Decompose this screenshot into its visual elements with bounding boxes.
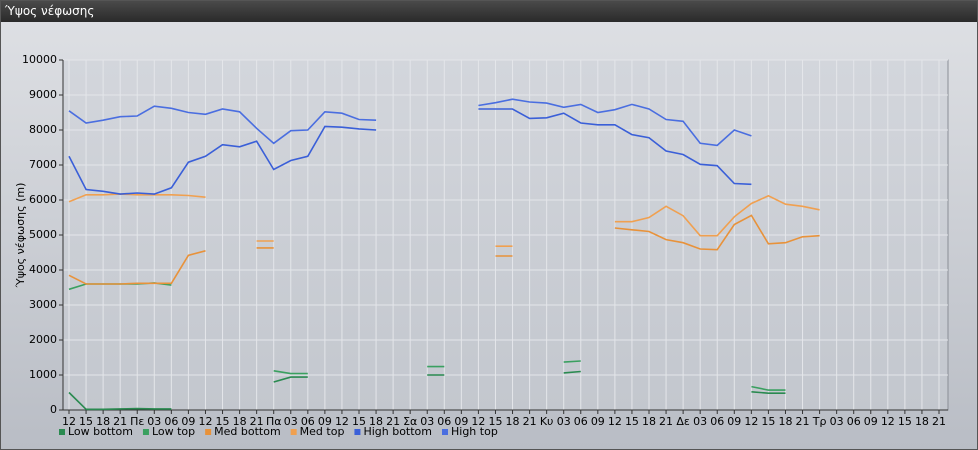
y-tick-label: 4000	[29, 263, 57, 276]
y-tick-label: 9000	[29, 88, 57, 101]
y-tick-label: 6000	[29, 193, 57, 206]
x-tick-label: 09	[454, 415, 468, 428]
x-tick-label: 09	[318, 415, 332, 428]
x-tick-label: 15	[625, 415, 639, 428]
x-tick-label: 18	[915, 415, 929, 428]
legend-swatch	[354, 429, 361, 435]
legend-label: Low top	[152, 425, 195, 438]
x-tick-label: 18	[369, 415, 383, 428]
x-tick-label: 09	[864, 415, 878, 428]
y-tick-label: 8000	[29, 123, 57, 136]
series-line	[68, 108, 752, 195]
x-tick-label: 03	[830, 415, 844, 428]
x-tick-label: 09	[727, 415, 741, 428]
legend-swatch	[205, 429, 212, 435]
y-tick-label: 0	[50, 403, 57, 416]
x-tick-label: 21	[932, 415, 946, 428]
x-tick-label: 09	[181, 415, 195, 428]
legend-swatch	[442, 429, 448, 435]
y-tick-label: 10000	[22, 53, 57, 66]
x-tick-label: 03	[557, 415, 571, 428]
x-tick-label: 15	[761, 415, 775, 428]
x-tick-label: Πε	[130, 415, 144, 428]
x-tick-label: 15	[352, 415, 366, 428]
x-tick-label: Δε	[676, 415, 690, 428]
x-tick-label: 18	[778, 415, 792, 428]
x-tick-label: 09	[591, 415, 605, 428]
series-line	[68, 193, 820, 247]
x-tick-label: 06	[437, 415, 451, 428]
x-tick-label: 06	[574, 415, 588, 428]
window-title: Ύψος νέφωσης	[1, 1, 977, 22]
y-tick-label: 7000	[29, 158, 57, 171]
x-tick-label: 03	[284, 415, 298, 428]
legend-label: Low bottom	[68, 425, 133, 438]
x-tick-label: 03	[147, 415, 161, 428]
y-axis-label: Ύψος νέφωσης (m)	[14, 183, 27, 289]
series-line	[68, 98, 752, 147]
legend-label: High bottom	[363, 425, 432, 438]
legend-swatch	[142, 429, 149, 435]
x-tick-label: 18	[233, 415, 247, 428]
x-tick-label: 06	[847, 415, 861, 428]
x-tick-label: 06	[301, 415, 315, 428]
x-tick-label: 03	[693, 415, 707, 428]
x-tick-label: 06	[710, 415, 724, 428]
x-tick-label: 21	[796, 415, 810, 428]
x-tick-label: 12	[608, 415, 622, 428]
x-tick-label: 21	[250, 415, 264, 428]
x-tick-label: 15	[216, 415, 230, 428]
x-tick-label: 12	[198, 415, 212, 428]
x-tick-label: 15	[79, 415, 93, 428]
x-tick-label: 18	[642, 415, 656, 428]
legend-swatch	[290, 429, 297, 435]
x-tick-label: 18	[506, 415, 520, 428]
series-line	[68, 370, 786, 411]
x-tick-label: 06	[164, 415, 178, 428]
legend-label: Med bottom	[214, 425, 281, 438]
x-tick-label: Πα	[266, 415, 282, 428]
x-tick-label: 12	[471, 415, 485, 428]
y-tick-label: 1000	[29, 368, 57, 381]
legend-label: Med top	[300, 425, 345, 438]
x-tick-label: 15	[488, 415, 502, 428]
series-line	[68, 214, 820, 285]
x-tick-label: 12	[744, 415, 758, 428]
x-tick-label: 15	[898, 415, 912, 428]
y-tick-label: 3000	[29, 298, 57, 311]
x-tick-label: 12	[62, 415, 76, 428]
legend-swatch	[59, 429, 65, 435]
x-tick-label: 21	[659, 415, 673, 428]
y-tick-label: 5000	[29, 228, 57, 241]
x-tick-label: 18	[96, 415, 110, 428]
x-tick-label: 21	[386, 415, 400, 428]
x-tick-label: 12	[881, 415, 895, 428]
x-tick-label: Τρ	[812, 415, 827, 428]
x-tick-label: 21	[113, 415, 127, 428]
chart: 0 1000 2000 3000 4000 5000 6000 7000 8000 9000 100…	[14, 53, 949, 438]
x-tick-label: Σα	[403, 415, 417, 428]
x-tick-label: 03	[420, 415, 434, 428]
legend-label: High top	[451, 425, 498, 438]
x-tick-label: 21	[523, 415, 537, 428]
y-tick-label: 2000	[29, 333, 57, 346]
x-tick-label: Κυ	[540, 415, 554, 428]
x-tick-label: 12	[335, 415, 349, 428]
